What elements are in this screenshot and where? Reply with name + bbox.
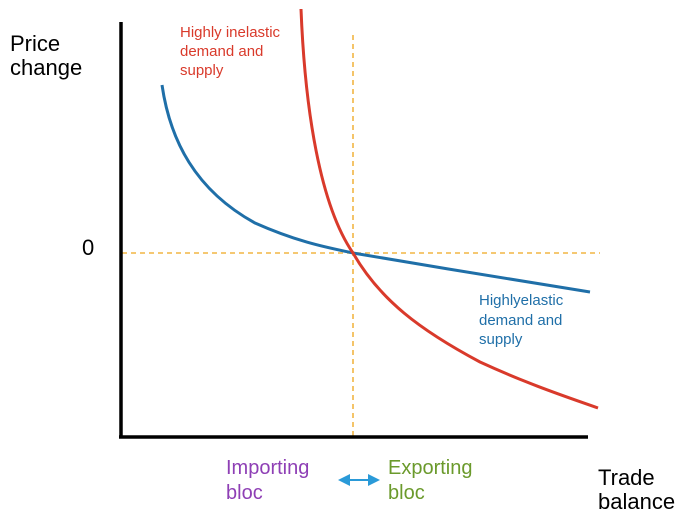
y-axis-label: Price change: [10, 31, 83, 81]
inelastic-curve-label: Highly inelastic demand and supply: [180, 24, 281, 79]
zero-tick-label: 0: [82, 235, 95, 260]
inelastic-curve: [299, 8, 599, 410]
importing-bloc-label: Importing bloc: [226, 457, 310, 504]
exporting-bloc-label: Exporting bloc: [388, 457, 473, 504]
elastic-curve: [160, 84, 591, 294]
elastic-curve-label: Highlyelastic demand and supply: [479, 292, 564, 348]
x-axis-label: Trade balance: [598, 465, 676, 515]
